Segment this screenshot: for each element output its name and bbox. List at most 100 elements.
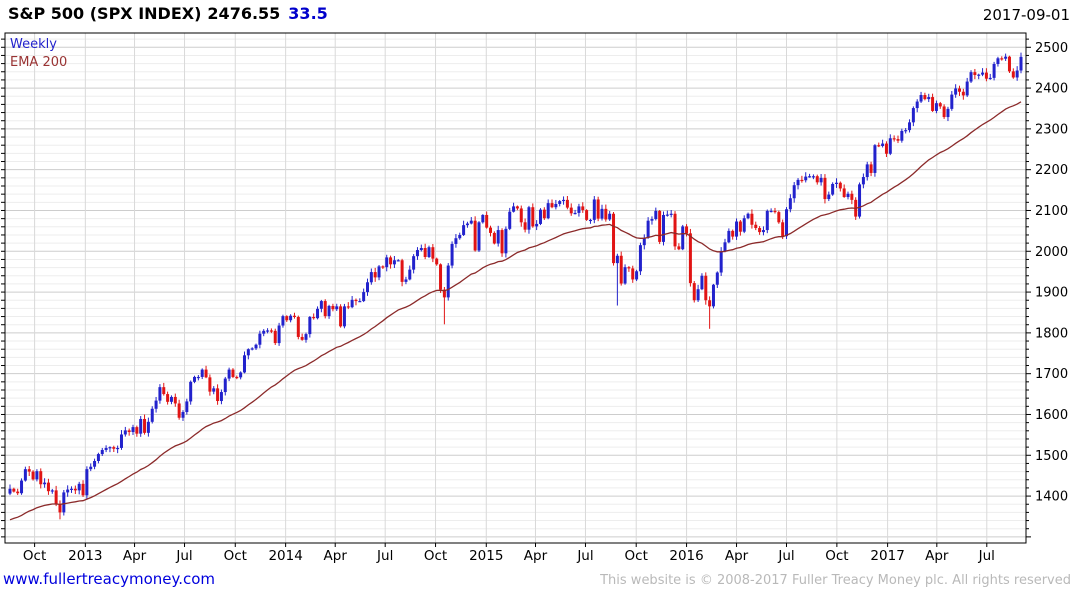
- candle-body: [227, 369, 231, 379]
- candle-body: [604, 208, 608, 220]
- candle-body: [923, 95, 927, 100]
- candle-body: [569, 207, 573, 214]
- candle-body: [242, 355, 246, 373]
- y-tick-label: 1900: [1035, 286, 1068, 301]
- y-axis-labels: 1400 1500 1600 1700 1800 1900 2000 2100 2200 2300…: [1035, 41, 1068, 505]
- candle-body: [773, 210, 777, 213]
- candle-body: [70, 488, 74, 490]
- x-tick-label: Apr: [123, 548, 147, 564]
- x-tick-label: Apr: [925, 548, 949, 564]
- candle-body: [731, 230, 735, 237]
- candle-body: [412, 256, 416, 270]
- page-title: S&P 500 (SPX INDEX) 2476.55 33.5: [8, 4, 328, 23]
- plot-border: [1, 32, 1031, 547]
- candle-body: [919, 95, 923, 102]
- candle-body: [1015, 70, 1019, 78]
- candle-body: [846, 193, 850, 198]
- x-tick-label: Jul: [376, 548, 393, 564]
- candle-body: [46, 482, 50, 492]
- candle-body: [811, 176, 815, 178]
- candle-body: [262, 330, 266, 334]
- candle-body: [423, 248, 427, 257]
- candle-body: [519, 208, 523, 223]
- x-tick-label: Jul: [175, 548, 192, 564]
- grid-lines: [5, 33, 1026, 543]
- candle-body: [884, 143, 888, 154]
- candle-body: [342, 306, 346, 327]
- candle-body: [300, 336, 304, 340]
- candle-body: [16, 491, 20, 494]
- candle-body: [865, 164, 869, 178]
- site-link[interactable]: www.fullertreacymoney.com: [3, 570, 216, 588]
- candle-body: [727, 230, 731, 243]
- candle-body: [146, 421, 150, 433]
- ema-overlay: [9, 101, 1022, 521]
- candle-body: [39, 471, 43, 485]
- candle-body: [77, 483, 81, 491]
- candle-body: [711, 284, 715, 307]
- candle-body: [58, 504, 62, 513]
- x-tick-label: Apr: [324, 548, 348, 564]
- candle-body: [281, 316, 285, 326]
- candle-body: [108, 447, 112, 449]
- candle-body: [804, 176, 808, 181]
- candle-body: [85, 469, 89, 496]
- candle-body: [573, 212, 577, 215]
- candle-body: [327, 305, 331, 317]
- candle-body: [404, 279, 408, 282]
- candle-body: [123, 430, 127, 435]
- candle-body: [512, 206, 516, 212]
- candle-body: [508, 211, 512, 229]
- candle-body: [758, 228, 762, 233]
- candle-body: [842, 188, 846, 198]
- candle-body: [66, 489, 70, 493]
- candle-body: [427, 247, 431, 257]
- candle-body: [815, 176, 819, 183]
- candle-body: [31, 471, 35, 480]
- candle-body: [235, 376, 239, 379]
- candle-body: [754, 224, 758, 229]
- candle-body: [154, 400, 158, 409]
- candle-body: [150, 408, 154, 422]
- candle-body: [581, 206, 585, 211]
- candle-body: [304, 334, 308, 340]
- candle-body: [469, 220, 473, 224]
- candle-body: [550, 203, 554, 208]
- candle-body: [104, 447, 108, 450]
- candle-body: [585, 210, 589, 220]
- candle-body: [20, 480, 24, 494]
- x-tick-label: 2015: [469, 548, 503, 564]
- candle-body: [285, 316, 289, 321]
- candle-body: [450, 243, 454, 266]
- candle-body: [373, 272, 377, 278]
- candle-body: [527, 207, 531, 230]
- candle-body: [1000, 58, 1004, 60]
- candle-body: [289, 315, 293, 321]
- y-tick-label: 1700: [1035, 367, 1068, 382]
- candle-body: [231, 369, 235, 377]
- candle-body: [162, 387, 166, 395]
- candle-body: [750, 213, 754, 225]
- candle-body: [458, 234, 462, 239]
- candle-body: [419, 248, 423, 251]
- candle-body: [834, 182, 838, 184]
- candle-body: [669, 213, 673, 215]
- candle-body: [650, 219, 654, 221]
- candle-body: [166, 394, 170, 402]
- candle-body: [673, 213, 677, 247]
- y-tick-label: 2200: [1035, 163, 1068, 178]
- candle-body: [465, 223, 469, 226]
- candlesticks: [8, 52, 1023, 520]
- candle-body: [858, 184, 862, 217]
- last-price: 2476.55: [207, 4, 281, 23]
- candle-body: [735, 221, 739, 237]
- x-tick-label: 2013: [68, 548, 102, 564]
- candle-body: [900, 130, 904, 141]
- candle-body: [216, 388, 220, 402]
- candle-body: [681, 226, 685, 250]
- candle-body: [838, 182, 842, 189]
- ema-line: [9, 101, 1022, 521]
- y-tick-label: 2500: [1035, 41, 1068, 56]
- x-tick-label: Oct: [825, 548, 848, 564]
- candle-body: [685, 226, 689, 234]
